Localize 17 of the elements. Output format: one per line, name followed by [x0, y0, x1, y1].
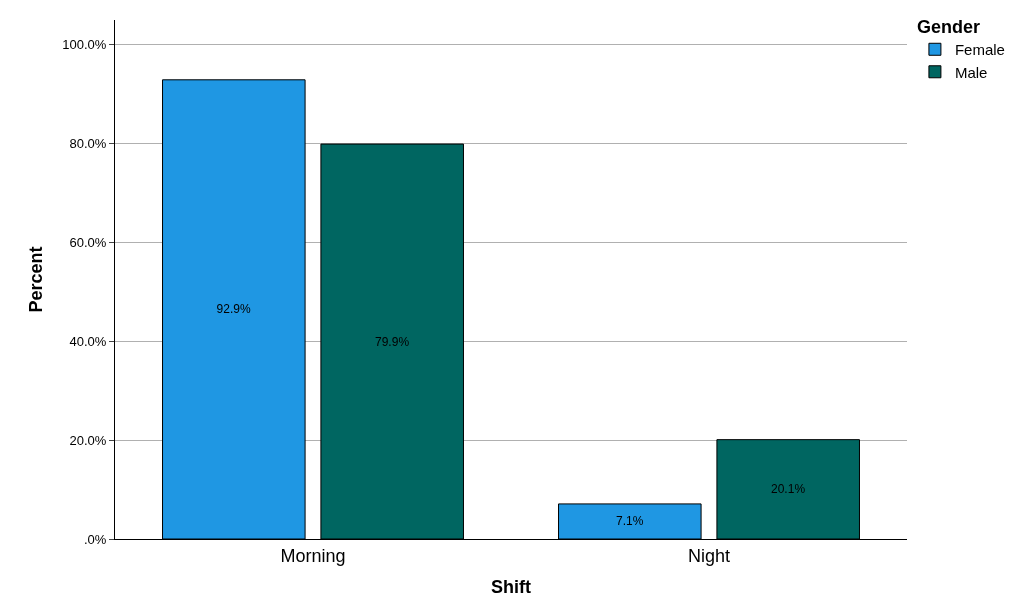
- data-label: 79.9%: [375, 334, 410, 349]
- legend-label: Female: [954, 41, 1005, 59]
- y-tick-label: .0%: [83, 531, 107, 547]
- legend-label: Male: [954, 63, 988, 81]
- y-tick-label: 60.0%: [69, 234, 107, 250]
- data-label: 20.1%: [771, 482, 806, 497]
- x-axis-title: Shift: [491, 576, 531, 597]
- y-tick-label: 80.0%: [69, 136, 107, 152]
- x-tick-label: Morning: [280, 545, 346, 566]
- y-tick-label: 20.0%: [69, 432, 107, 448]
- data-label: 7.1%: [615, 514, 644, 529]
- y-tick-label: 100.0%: [62, 37, 107, 53]
- legend-title: Gender: [916, 17, 980, 38]
- data-label: 92.9%: [216, 302, 251, 317]
- y-tick-label: 40.0%: [69, 333, 107, 349]
- y-axis-title: Percent: [25, 246, 46, 313]
- x-tick-label: Night: [687, 545, 731, 566]
